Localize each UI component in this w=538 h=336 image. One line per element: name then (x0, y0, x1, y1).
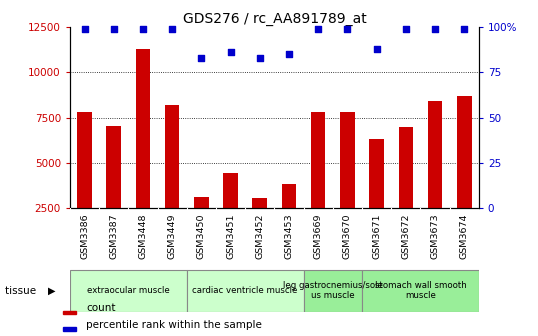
Text: cardiac ventricle muscle: cardiac ventricle muscle (193, 286, 298, 295)
Text: GSM3451: GSM3451 (226, 213, 235, 259)
Bar (428, 101, 442, 208)
FancyBboxPatch shape (187, 270, 303, 311)
Point (285, 51, 293, 57)
Text: GSM3449: GSM3449 (168, 213, 176, 259)
Bar (399, 127, 413, 208)
Text: percentile rank within the sample: percentile rank within the sample (87, 320, 263, 330)
Bar (311, 112, 325, 208)
Text: count: count (87, 303, 116, 313)
Bar (340, 112, 355, 208)
Point (197, 55, 206, 60)
Text: stomach wall smooth
muscle: stomach wall smooth muscle (374, 281, 466, 300)
Text: extraocular muscle: extraocular muscle (87, 286, 169, 295)
Text: GSM3452: GSM3452 (255, 213, 264, 259)
Text: GSM3448: GSM3448 (138, 213, 147, 259)
Bar (63, 327, 76, 331)
Point (343, 26, 352, 31)
FancyBboxPatch shape (303, 270, 362, 311)
Text: GSM3673: GSM3673 (430, 213, 440, 259)
FancyBboxPatch shape (70, 270, 187, 311)
Text: GSM3387: GSM3387 (109, 213, 118, 259)
Text: GSM3671: GSM3671 (372, 213, 381, 259)
Text: leg gastrocnemius/sole
us muscle: leg gastrocnemius/sole us muscle (283, 281, 383, 300)
Text: GSM3674: GSM3674 (459, 213, 469, 259)
Bar (457, 96, 471, 208)
Text: GSM3672: GSM3672 (401, 213, 410, 259)
Bar (63, 310, 76, 314)
Bar (107, 126, 121, 208)
Bar (252, 198, 267, 208)
Point (226, 50, 235, 55)
Text: GSM3669: GSM3669 (314, 213, 323, 259)
Text: tissue: tissue (5, 286, 40, 296)
Bar (165, 105, 180, 208)
Point (139, 26, 147, 31)
Text: GSM3386: GSM3386 (80, 213, 89, 259)
Point (80, 26, 89, 31)
Bar (136, 49, 150, 208)
Text: GSM3670: GSM3670 (343, 213, 352, 259)
Point (431, 26, 440, 31)
Point (372, 46, 381, 51)
Point (109, 26, 118, 31)
Text: ▶: ▶ (48, 286, 56, 296)
Bar (77, 112, 92, 208)
FancyBboxPatch shape (362, 270, 479, 311)
Point (168, 26, 176, 31)
Point (401, 26, 410, 31)
Bar (369, 139, 384, 208)
Bar (194, 197, 209, 208)
Point (314, 26, 322, 31)
Bar (282, 184, 296, 208)
Text: GSM3453: GSM3453 (285, 213, 294, 259)
Title: GDS276 / rc_AA891789_at: GDS276 / rc_AA891789_at (182, 12, 366, 26)
Text: GSM3450: GSM3450 (197, 213, 206, 259)
Point (256, 55, 264, 60)
Bar (223, 173, 238, 208)
Point (460, 26, 469, 31)
